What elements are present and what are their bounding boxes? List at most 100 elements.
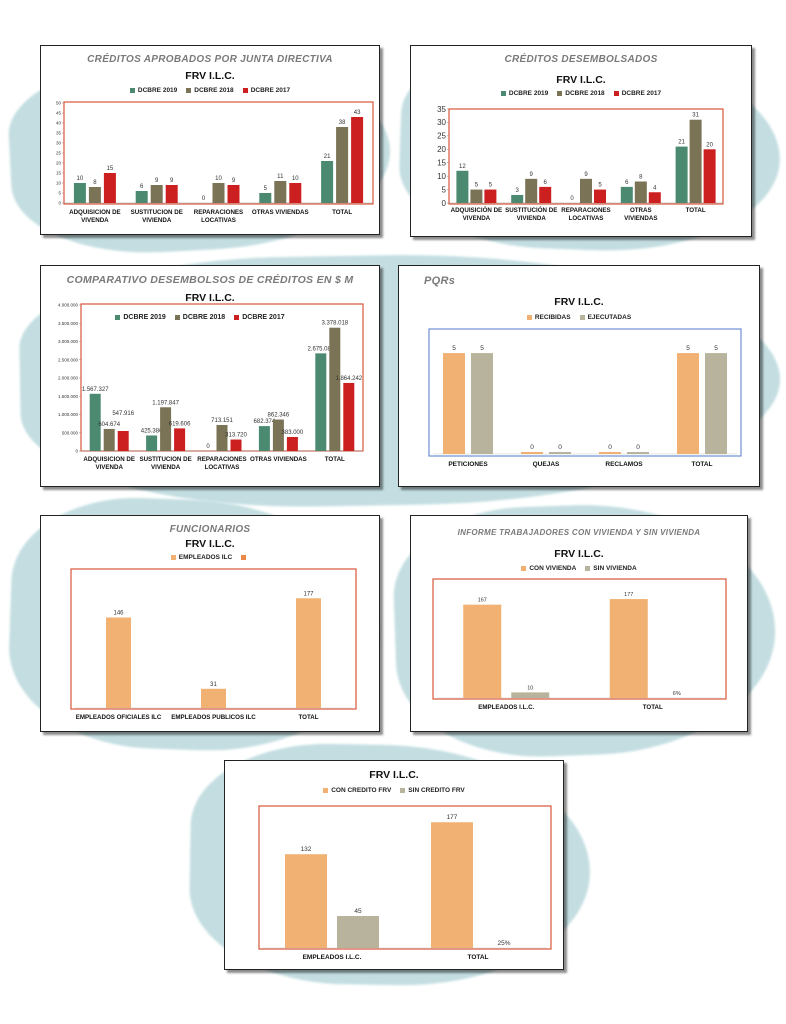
legend-label: DCBRE 2018 — [565, 90, 605, 97]
category-label: ADQUISICION DE — [69, 209, 121, 216]
legend-item: DCBRE 2017 — [242, 87, 290, 94]
y-tick-label: 5 — [442, 185, 447, 194]
data-label: 1.567.327 — [82, 387, 109, 393]
data-label: 8 — [639, 175, 643, 181]
bar — [227, 185, 240, 203]
bar — [627, 452, 649, 454]
bar — [484, 189, 497, 203]
legend-swatch — [526, 314, 532, 320]
bar — [160, 407, 172, 451]
y-tick-label: 0 — [58, 201, 61, 206]
data-label: 6 — [140, 184, 144, 190]
y-tick-label: 25 — [437, 132, 446, 141]
data-label: 10 — [292, 176, 299, 182]
legend-swatch — [400, 787, 406, 793]
data-label: 15 — [107, 166, 114, 172]
chart-legend: CON CREDITO FRV SIN CREDITO FRV — [225, 787, 563, 794]
legend-label: DCBRE 2017 — [242, 314, 285, 321]
category-label: TOTAL — [467, 954, 488, 961]
bar — [336, 127, 349, 203]
y-tick-label: 4.000.000 — [58, 303, 79, 308]
legend-label: RECIBIDAS — [534, 314, 571, 321]
data-label: 146 — [113, 610, 124, 616]
data-label: 31 — [692, 113, 699, 119]
data-label: 132 — [301, 846, 312, 853]
category-label: SUSTITUCION DE — [139, 456, 191, 463]
data-label: 10 — [527, 685, 533, 691]
data-label: 547.916 — [112, 411, 134, 417]
legend-label: EJECUTADAS — [587, 314, 632, 321]
bar — [321, 161, 334, 203]
data-label: 604.674 — [98, 422, 120, 428]
legend-swatch — [174, 314, 180, 320]
category-label: RECLAMOS — [605, 461, 643, 468]
legend-item: CON CREDITO FRV — [323, 787, 391, 794]
data-label: 383.000 — [282, 430, 304, 436]
chart-legend: DCBRE 2019 DCBRE 2018 DCBRE 2017 — [411, 90, 751, 97]
legend-label: DCBRE 2019 — [123, 314, 166, 321]
category-label: VIVIENDA — [142, 217, 172, 224]
chart-card: FUNCIONARIOS FRV I.L.C. EMPLEADOS ILC 146 EM… — [40, 515, 380, 732]
chart-title: INFORME TRABAJADORES CON VIVIENDA Y SIN … — [457, 528, 701, 537]
bar — [174, 428, 186, 451]
chart-subtitle: FRV I.L.C. — [185, 292, 235, 304]
bar — [463, 604, 502, 698]
bar — [648, 192, 661, 203]
y-tick-label: 35 — [56, 131, 62, 136]
data-label: 425.386 — [141, 428, 163, 434]
data-label: 10 — [77, 176, 84, 182]
bar — [351, 117, 364, 203]
category-label: TOTAL — [686, 207, 706, 214]
data-label: 5 — [686, 345, 690, 352]
data-label: 177 — [447, 814, 458, 821]
legend-label: CON CREDITO FRV — [331, 787, 392, 794]
y-tick-label: 20 — [437, 145, 446, 154]
data-label: 9 — [530, 172, 534, 178]
chart-plot: 5 5 PETICIONES 0 0 QUEJAS 0 0 RECLAMOS 5 5 TOTAL — [428, 328, 742, 468]
data-label: 12 — [459, 164, 466, 170]
legend-swatch — [242, 87, 248, 93]
y-tick-label: 35 — [437, 105, 446, 114]
data-label: 862.346 — [268, 413, 290, 419]
bar — [343, 382, 355, 451]
legend-label: DCBRE 2018 — [182, 314, 226, 321]
data-label: 5 — [598, 183, 602, 189]
chart-plot: 167 10 EMPLEADOS I.L.C. 177 6% TOTAL — [432, 578, 727, 711]
data-label: 5 — [480, 345, 484, 352]
bar — [289, 183, 302, 203]
y-tick-label: 2.500.000 — [58, 357, 79, 362]
category-label: ADQUISICION DE — [83, 456, 135, 463]
y-tick-label: 5 — [58, 191, 61, 196]
data-label: 43 — [354, 110, 361, 116]
data-label: 619.606 — [169, 421, 191, 427]
bar — [150, 185, 163, 203]
chart-title: CRÉDITOS DESEMBOLSADOS — [504, 54, 658, 65]
bar — [511, 194, 524, 203]
data-label: 4 — [653, 185, 657, 191]
data-label: 0 — [558, 444, 562, 451]
category-label: VIVIENDAS — [624, 215, 657, 222]
legend-item — [241, 554, 249, 561]
legend-item: CON VIVIENDA — [521, 565, 576, 572]
bar — [620, 186, 633, 203]
bar — [456, 170, 469, 203]
category-label: VIVIENDA — [151, 464, 181, 471]
y-tick-label: 10 — [56, 181, 62, 186]
data-label: 25% — [497, 940, 510, 947]
bar — [296, 598, 321, 708]
chart-card: INFORME TRABAJADORES CON VIVIENDA Y SIN … — [410, 515, 748, 732]
bar — [117, 431, 129, 451]
y-tick-label: 50 — [56, 101, 62, 106]
plot-frame — [258, 805, 552, 950]
category-label: OTRAS VIVIENDAS — [250, 456, 307, 463]
bar — [274, 181, 287, 203]
legend-swatch — [613, 90, 619, 96]
y-tick-label: 2.000.000 — [58, 376, 79, 381]
legend-swatch — [323, 787, 329, 793]
bar — [201, 688, 226, 708]
chart-subtitle: FRV I.L.C. — [369, 769, 419, 781]
data-label: 21 — [678, 140, 685, 146]
legend-swatch — [234, 314, 240, 320]
legend-swatch — [115, 314, 121, 320]
